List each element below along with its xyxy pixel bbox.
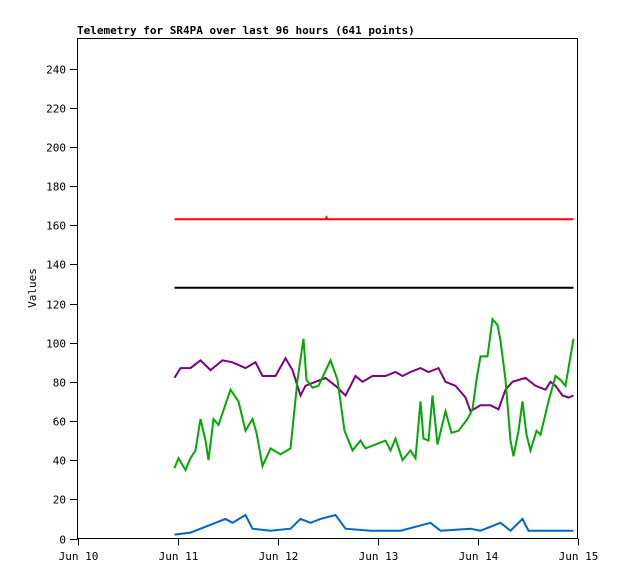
x-tick-label: Jun 10 (59, 550, 99, 563)
plot-frame (77, 38, 578, 539)
y-tick-label: 220 (46, 103, 66, 116)
x-axis: Jun 10 Jun 11 Jun 12 Jun 13 Jun 14 Jun 15 (59, 538, 599, 563)
x-tick-label: Jun 15 (559, 550, 599, 563)
y-tick-label: 120 (46, 299, 66, 312)
y-tick-label: 20 (53, 494, 66, 507)
y-tick-label: 60 (53, 416, 66, 429)
y-tick-label: 200 (46, 142, 66, 155)
series-group (173, 215, 575, 536)
y-axis-label: Values (26, 268, 39, 308)
y-axis: 0 20 40 60 80 100 120 140 160 180 200 220 240 (46, 64, 78, 547)
chart-title: Telemetry for SR4PA over last 96 hours (… (77, 24, 415, 37)
x-tick-label: Jun 13 (359, 550, 399, 563)
y-tick-label: 180 (46, 181, 66, 194)
y-tick-label: 80 (53, 377, 66, 390)
series-line-2 (173, 356, 574, 413)
y-tick-label: 100 (46, 338, 66, 351)
y-tick-label: 160 (46, 220, 66, 233)
y-tick-label: 140 (46, 259, 66, 272)
series-line-3 (173, 316, 575, 473)
y-tick-label: 0 (59, 534, 66, 547)
x-tick-label: Jun 12 (259, 550, 299, 563)
series-line-4 (174, 513, 574, 536)
series-line-0 (174, 215, 574, 221)
y-tick-label: 240 (46, 64, 66, 77)
x-tick-label: Jun 11 (159, 550, 199, 563)
y-tick-label: 40 (53, 455, 66, 468)
x-tick-label: Jun 14 (459, 550, 499, 563)
